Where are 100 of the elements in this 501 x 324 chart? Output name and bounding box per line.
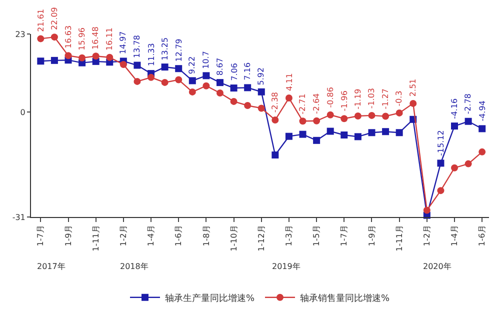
x-tick-label: 1-2月: [119, 225, 128, 246]
point: [464, 160, 472, 168]
point: [50, 56, 58, 64]
point: [437, 187, 444, 194]
point: [64, 52, 72, 60]
legend-label: 轴承生产量同比增速%: [165, 292, 255, 304]
point: [464, 118, 472, 125]
data-label: -2.78: [463, 93, 472, 114]
point: [258, 88, 265, 96]
x-tick-label: 1-2月: [422, 225, 432, 246]
data-label: -1.03: [366, 88, 376, 109]
text: 2020年: [423, 262, 452, 271]
point: [244, 84, 252, 92]
point: [478, 148, 486, 156]
x-tick-label: 1-11月: [91, 225, 100, 252]
data-label: -2.71: [298, 94, 308, 114]
data-label: 11.33: [146, 43, 156, 66]
point: [368, 129, 376, 136]
point: [272, 116, 279, 124]
point: [120, 61, 127, 68]
point: [92, 52, 100, 60]
point: [354, 112, 362, 120]
point: [244, 102, 252, 110]
point: [478, 125, 486, 132]
x-tick-label: 1-9月: [64, 225, 73, 246]
point: [299, 130, 306, 138]
point: [50, 34, 58, 41]
point: [188, 88, 196, 96]
data-label: 10.7: [202, 51, 211, 69]
point: [202, 72, 210, 80]
point: [230, 98, 238, 105]
x-tick-label: 1-11月: [394, 225, 404, 252]
y-tick-label: 23: [15, 30, 26, 39]
data-label: 14.97: [118, 31, 128, 54]
x-tick-label: 1-12月: [256, 225, 266, 252]
x-tick-label: 1-3月: [284, 225, 294, 246]
point: [313, 136, 320, 144]
data-label: 13.78: [132, 35, 142, 58]
x-tick-label: 1-6月: [174, 225, 184, 246]
x-tick-label: 1-7月: [36, 225, 46, 246]
point: [437, 160, 444, 167]
point: [423, 206, 430, 214]
data-label: 21.61: [36, 8, 46, 32]
point: [354, 133, 362, 140]
data-label: -0.86: [326, 87, 335, 108]
x-tick-label: 1-10月: [229, 225, 238, 252]
data-label: 8.67: [215, 58, 224, 76]
data-label: 4.11: [284, 73, 294, 91]
y-tick-label: 0: [20, 108, 26, 117]
point: [134, 62, 141, 69]
point: [37, 58, 44, 65]
point: [258, 104, 265, 112]
point: [396, 109, 403, 116]
point: [216, 89, 224, 96]
point: [272, 151, 279, 158]
data-label: 13.25: [160, 37, 170, 60]
x-tick-label: 1-6月: [478, 225, 487, 246]
point: [175, 76, 182, 84]
y-tick-label: -31: [12, 212, 26, 222]
point: [285, 132, 292, 140]
data-label: 16.63: [64, 25, 74, 48]
point: [340, 115, 348, 122]
point: [299, 118, 306, 125]
data-label: 16.48: [91, 26, 100, 50]
point: [175, 65, 182, 72]
point: [161, 64, 168, 71]
point: [313, 117, 320, 124]
data-label: 12.79: [174, 38, 184, 62]
data-label: -4.16: [450, 98, 459, 120]
point: [451, 122, 458, 130]
data-label: 16.11: [104, 28, 114, 50]
point: [106, 54, 114, 61]
point: [382, 128, 390, 136]
point: [78, 54, 86, 62]
point: [451, 164, 458, 172]
x-tick-label: 1-5月: [312, 225, 322, 246]
x-tick-label: 1-7月: [340, 225, 349, 246]
data-label: 7.16: [242, 62, 252, 80]
x-tick-label: 1-4月: [450, 225, 460, 246]
point: [368, 112, 376, 119]
data-label: -0.3: [394, 90, 404, 106]
text: 2019年: [272, 262, 300, 271]
text: 2017年: [37, 262, 66, 271]
data-label: -15.12: [436, 130, 446, 156]
point: [216, 79, 224, 86]
point: [382, 112, 390, 120]
legend-label: 轴承销售量同比增速%: [300, 292, 390, 304]
x-tick-label: 1-4月: [146, 225, 156, 246]
data-label: -2.64: [312, 93, 322, 114]
point: [188, 77, 196, 84]
point: [37, 35, 44, 42]
data-label: 15.96: [78, 27, 87, 50]
text: 2018年: [120, 262, 148, 271]
point: [340, 131, 348, 138]
point: [161, 78, 168, 86]
data-label: 7.06: [230, 62, 239, 81]
point: [230, 84, 238, 92]
point: [410, 100, 417, 107]
point: [326, 111, 334, 118]
data-label: -1.19: [353, 88, 362, 110]
